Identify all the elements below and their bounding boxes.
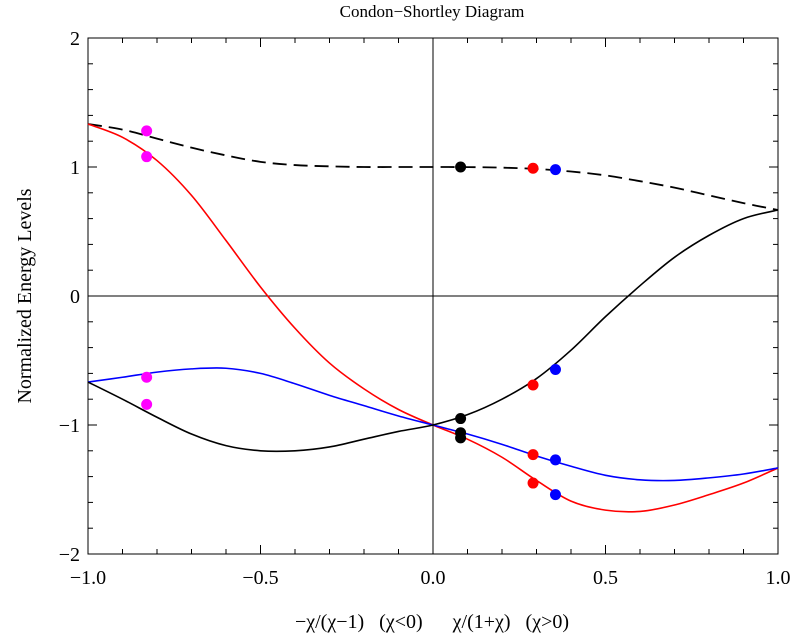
data-point [527, 477, 539, 489]
data-point [549, 164, 561, 176]
data-point [455, 413, 467, 425]
data-point [549, 489, 561, 501]
data-point [141, 398, 153, 410]
x-tick-label: 0.5 [593, 567, 618, 589]
data-point [141, 125, 153, 137]
data-point [455, 161, 467, 173]
y-tick-label: −2 [59, 544, 80, 566]
data-point [527, 379, 539, 391]
chart-title: Condon−Shortley Diagram [340, 2, 525, 21]
series-layer [87, 123, 779, 513]
y-tick-label: 1 [70, 157, 80, 179]
y-tick-label: 2 [70, 28, 80, 50]
x-tick-label: −0.5 [242, 567, 278, 589]
y-axis-label: Normalized Energy Levels [14, 188, 36, 403]
series-line-1 [87, 123, 779, 211]
y-tick-label: 0 [70, 286, 80, 308]
y-tick-labels: −2 −1 0 1 2 [59, 28, 80, 566]
series-line-4 [87, 209, 779, 453]
data-point [455, 432, 467, 444]
x-tick-label: 0.0 [421, 567, 446, 589]
x-axis-label: −χ/(χ−1) (χ<0) χ/(1+χ) (χ>0) [295, 611, 569, 633]
data-point [527, 162, 539, 174]
points-layer [141, 125, 561, 501]
data-point [527, 449, 539, 461]
plot-area [87, 37, 779, 555]
y-tick-label: −1 [59, 415, 80, 437]
x-tick-label: −1.0 [70, 567, 106, 589]
x-tick-label: 1.0 [766, 567, 791, 589]
data-point [141, 151, 153, 163]
x-tick-labels: −1.0 −0.5 0.0 0.5 1.0 [70, 567, 791, 589]
data-point [549, 364, 561, 376]
data-point [141, 371, 153, 383]
data-point [549, 454, 561, 466]
